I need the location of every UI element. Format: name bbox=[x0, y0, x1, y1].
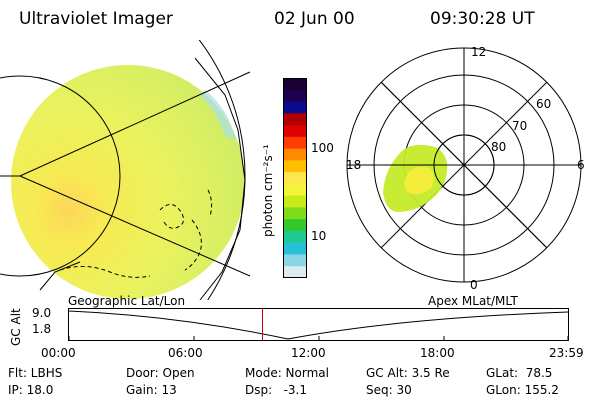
colorbar-unit-label: photon cm⁻²s⁻¹ bbox=[261, 144, 275, 237]
coastline bbox=[207, 189, 213, 217]
colorbar-band bbox=[283, 172, 307, 185]
lat-label-70: 70 bbox=[512, 119, 528, 133]
glat-status: GLat: 78.5 bbox=[486, 366, 553, 380]
colorbar-band bbox=[283, 207, 307, 220]
longitude-line bbox=[19, 175, 251, 277]
auroral-bright-region bbox=[404, 166, 434, 195]
x-tick-0000: 00:00 bbox=[41, 346, 76, 360]
colorbar-band bbox=[283, 219, 307, 232]
lat-label-60: 60 bbox=[536, 97, 552, 111]
colorbar-band bbox=[283, 160, 307, 173]
geographic-image bbox=[0, 40, 251, 300]
colorbar-tick-100: 100 bbox=[311, 141, 334, 155]
colorbar-band bbox=[283, 78, 307, 91]
time-label: 09:30:28 UT bbox=[430, 9, 535, 29]
colorbar-tick-10: 10 bbox=[311, 229, 327, 243]
timeline-right-label: Apex MLat/MLT bbox=[428, 294, 518, 308]
coastline bbox=[59, 266, 151, 278]
colorbar-band bbox=[283, 254, 307, 267]
latitude-circle-outer bbox=[198, 40, 246, 300]
dsp-status: Dsp: -3.1 bbox=[245, 383, 308, 397]
colorbar-band bbox=[283, 89, 307, 103]
mlt-label-6: 6 bbox=[577, 158, 585, 172]
colorbar-band bbox=[283, 136, 307, 150]
edge-glow bbox=[200, 90, 236, 140]
colorbar-band bbox=[283, 183, 307, 197]
coastline bbox=[159, 204, 184, 229]
seq-status: Seq: 30 bbox=[366, 383, 412, 397]
colorbar-band bbox=[283, 242, 307, 256]
date-label: 02 Jun 00 bbox=[274, 9, 355, 29]
timeline-left-label: Geographic Lat/Lon bbox=[68, 294, 186, 308]
timeline-frame bbox=[68, 308, 569, 341]
filter-status: Flt: LBHS bbox=[8, 366, 63, 380]
coastline bbox=[184, 219, 202, 271]
colorbar-band bbox=[283, 148, 307, 161]
glon-status: GLon: 155.2 bbox=[486, 383, 559, 397]
colorbar-band bbox=[283, 113, 307, 126]
x-tick-1800: 18:00 bbox=[420, 346, 455, 360]
color-scale-bar bbox=[283, 78, 307, 278]
terminator-line bbox=[194, 57, 246, 300]
mlt-label-18: 18 bbox=[346, 158, 362, 172]
lat-label-80: 80 bbox=[491, 140, 507, 154]
terminator-line bbox=[39, 261, 81, 291]
gain-status: Gain: 13 bbox=[126, 383, 177, 397]
colorbar-band bbox=[283, 266, 307, 278]
mlt-label-12: 12 bbox=[471, 45, 487, 59]
mode-status: Mode: Normal bbox=[245, 366, 329, 380]
ip-status: IP: 18.0 bbox=[8, 383, 54, 397]
altitude-timeline-plot bbox=[68, 308, 569, 341]
x-tick-2359: 23:59 bbox=[549, 346, 584, 360]
colorbar-band bbox=[283, 230, 307, 244]
door-status: Door: Open bbox=[126, 366, 195, 380]
colorbar-band bbox=[283, 101, 307, 114]
earth-disk bbox=[11, 65, 245, 299]
x-tick-0600: 06:00 bbox=[168, 346, 203, 360]
longitude-line bbox=[19, 71, 251, 177]
mlt-label-0: 0 bbox=[470, 278, 478, 292]
altitude-curve bbox=[68, 310, 569, 340]
colorbar-band bbox=[283, 125, 307, 138]
y-tick-min: 1.8 bbox=[32, 322, 52, 336]
polar-mlt-plot bbox=[346, 47, 582, 283]
x-tick-1200: 12:00 bbox=[291, 346, 326, 360]
colorbar-band bbox=[283, 195, 307, 209]
latitude-circle bbox=[0, 75, 121, 277]
y-tick-max: 9.0 bbox=[32, 306, 52, 320]
gc-alt-status: GC Alt: 3.5 Re bbox=[366, 366, 450, 380]
instrument-title: Ultraviolet Imager bbox=[19, 9, 173, 29]
